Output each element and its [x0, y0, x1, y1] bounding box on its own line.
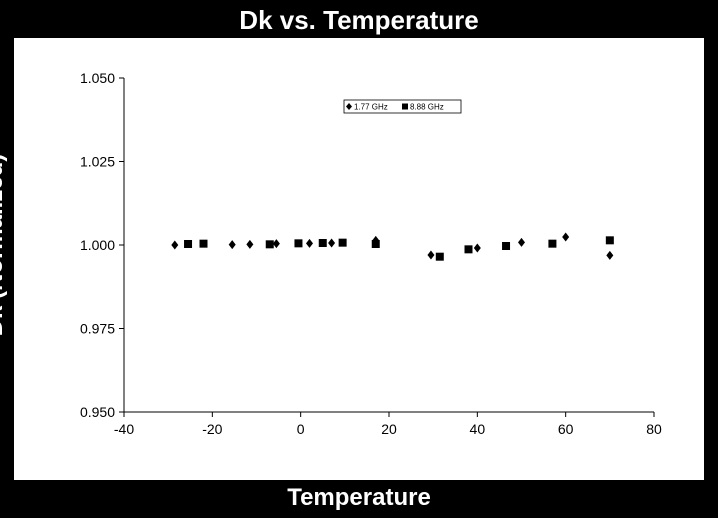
data-point-square [338, 238, 347, 247]
data-point-square [464, 245, 473, 254]
legend-label: 8.88 GHz [410, 103, 444, 112]
data-point-diamond [246, 239, 254, 249]
data-point-square [605, 236, 614, 245]
y-tick-label: 0.975 [80, 321, 115, 337]
x-tick-label: 0 [297, 421, 305, 437]
legend-marker-square [402, 103, 408, 110]
data-point-square [199, 239, 208, 248]
data-point-square [435, 252, 444, 261]
data-point-square [294, 239, 303, 248]
data-point-diamond [562, 232, 570, 242]
y-tick-label: 1.025 [80, 154, 115, 170]
data-point-square [502, 242, 511, 251]
x-tick-label: 80 [646, 421, 662, 437]
data-point-square [184, 239, 193, 248]
data-point-diamond [306, 238, 313, 248]
y-tick-label: 0.950 [80, 404, 115, 420]
data-point-diamond [606, 250, 614, 260]
y-tick-label: 1.050 [80, 70, 115, 86]
data-point-diamond [473, 243, 481, 253]
data-point-diamond [427, 250, 435, 260]
data-point-square [548, 239, 557, 248]
x-axis-label: Temperature [287, 484, 431, 511]
data-point-diamond [518, 237, 525, 247]
x-tick-label: -20 [202, 421, 222, 437]
chart-title: Dk vs. Temperature [239, 5, 479, 35]
data-point-diamond [171, 240, 179, 250]
data-point-square [265, 240, 274, 249]
chart-svg: 0.950 0.975 1.000 1.025 1.050 -40 -20 0 20 40 60 80… [80, 70, 662, 437]
legend-label: 1.77 GHz [354, 103, 388, 112]
data-point-diamond [328, 238, 336, 248]
data-point-diamond [272, 239, 280, 249]
data-point-square [318, 238, 327, 247]
plot-area: 0.950 0.975 1.000 1.025 1.050 -40 -20 0 20 40 60 80… [14, 38, 704, 480]
x-tick-label: -40 [114, 421, 134, 437]
y-tick-label: 1.000 [80, 237, 115, 253]
y-axis-label: Dk (Normalized) [0, 153, 8, 337]
x-tick-label: 60 [558, 421, 574, 437]
legend-marker-diamond [346, 103, 352, 110]
data-point-square [371, 239, 380, 248]
data-point-diamond [228, 240, 236, 250]
x-tick-label: 40 [470, 421, 486, 437]
x-tick-label: 20 [381, 421, 397, 437]
